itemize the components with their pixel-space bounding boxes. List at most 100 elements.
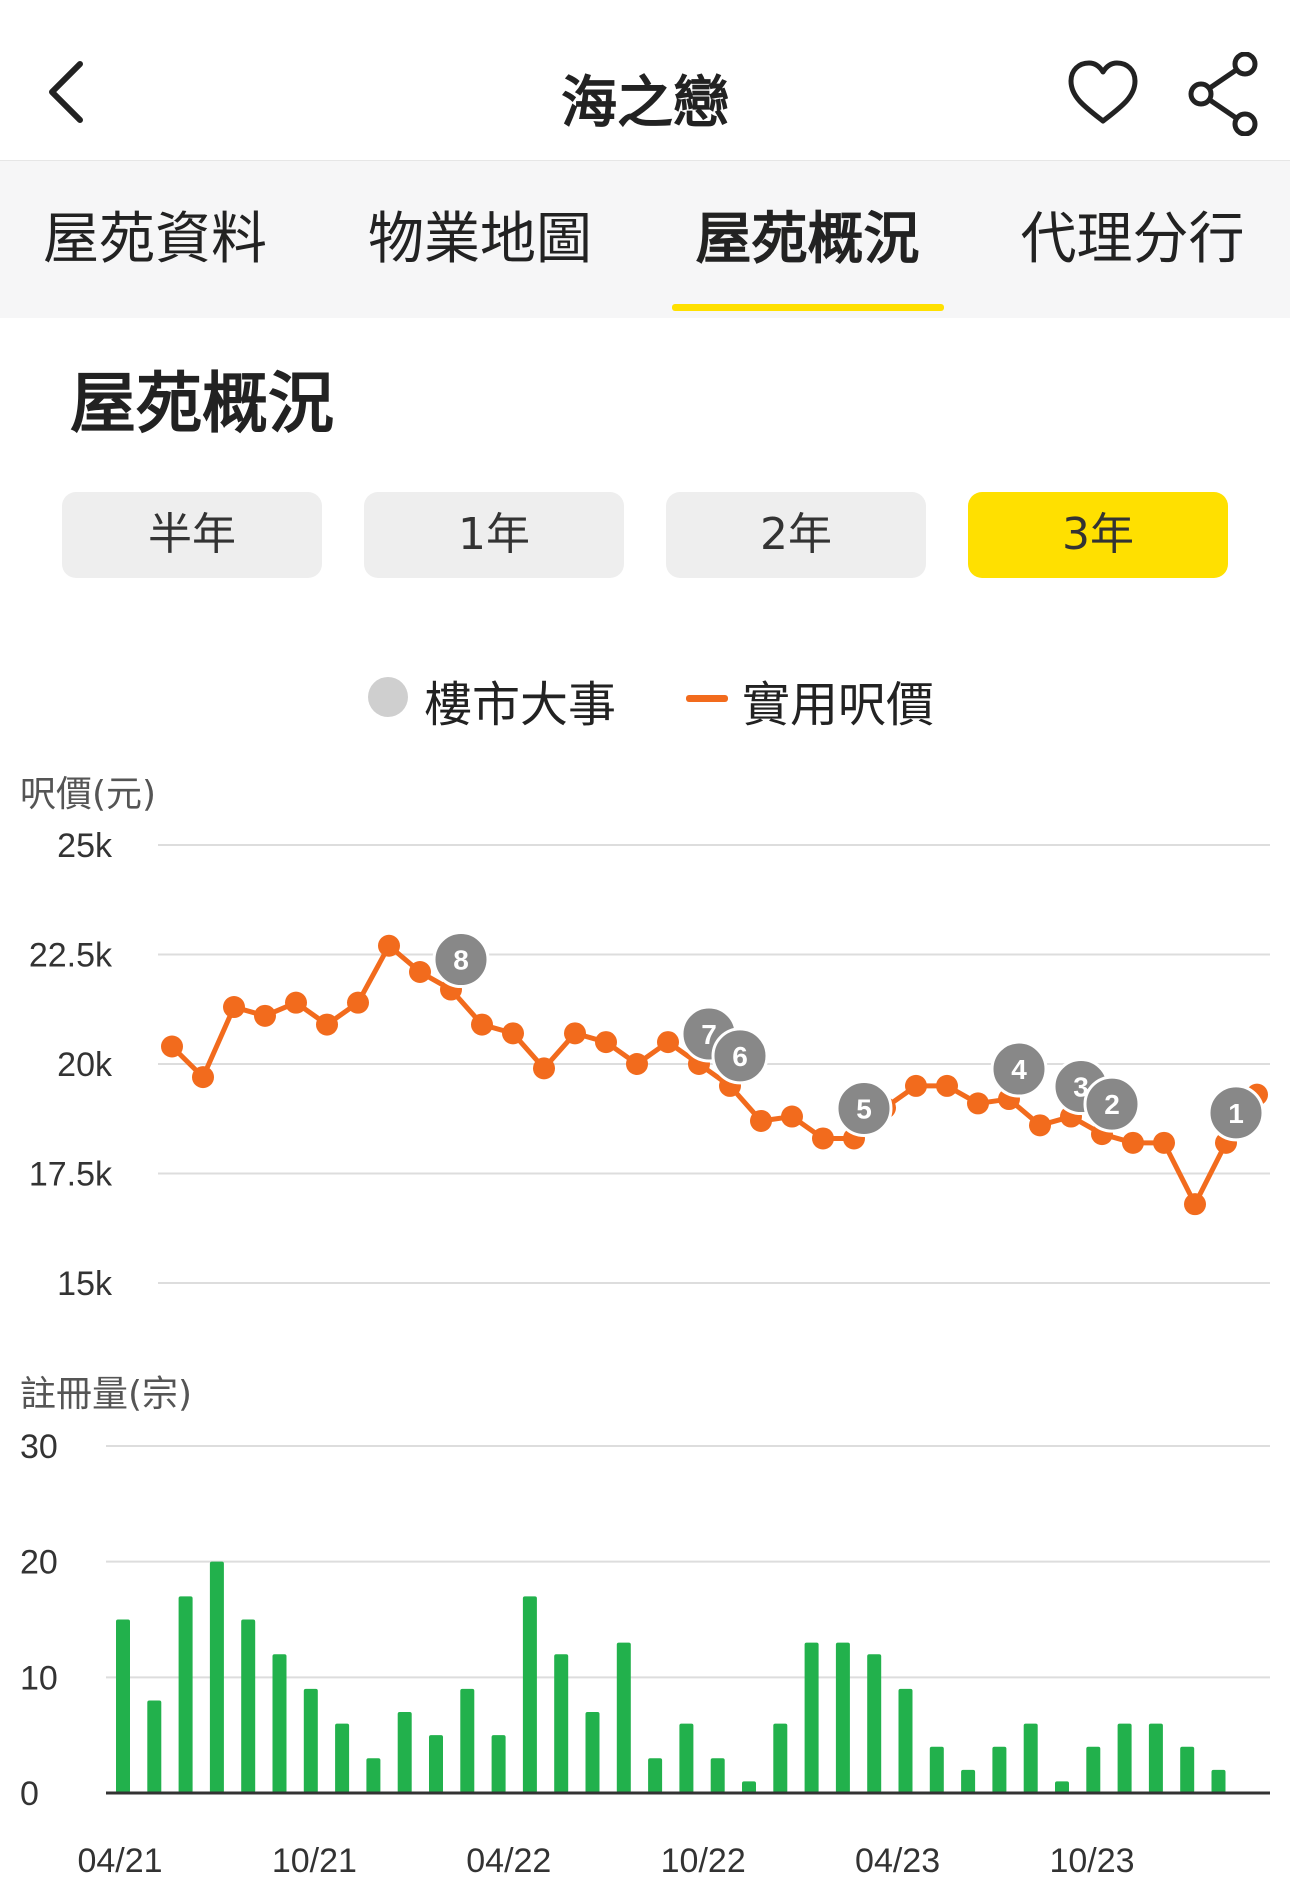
volume-bar: [554, 1654, 569, 1793]
volume-bar: [335, 1723, 350, 1793]
volume-bar: [679, 1723, 694, 1793]
price-point: [812, 1127, 834, 1150]
price-point: [626, 1053, 648, 1075]
x-axis-tick-label: 10/22: [661, 1842, 746, 1880]
price-y-tick-label: 15k: [57, 1265, 113, 1303]
volume-bar: [710, 1758, 725, 1793]
range-1-year-button[interactable]: 1年: [364, 492, 624, 578]
price-point: [502, 1022, 524, 1045]
volume-bar: [648, 1758, 663, 1793]
volume-bar: [303, 1688, 318, 1793]
legend-price[interactable]: 實用呎價: [686, 665, 946, 733]
volume-bar: [742, 1781, 756, 1793]
range-half-year-button[interactable]: 半年: [62, 492, 322, 578]
event-marker-label: 5: [856, 1093, 872, 1124]
price-point: [285, 991, 307, 1014]
x-axis-tick-label: 04/23: [855, 1842, 940, 1880]
heart-icon: [1068, 60, 1138, 124]
share-button[interactable]: [1185, 51, 1261, 137]
price-y-tick-label: 22.5k: [29, 937, 113, 975]
event-marker-label: 7: [701, 1019, 717, 1050]
volume-bar: [460, 1688, 475, 1793]
price-point: [1153, 1131, 1175, 1154]
volume-bar: [804, 1642, 819, 1793]
legend-events-label: 樓市大事: [424, 677, 617, 733]
volume-bar: [898, 1688, 913, 1793]
x-axis-tick-label: 04/21: [77, 1842, 162, 1880]
tab-bar: 屋苑資料 物業地圖 屋苑概況 代理分行: [0, 161, 1290, 318]
tab-agency-branches[interactable]: 代理分行: [1020, 207, 1245, 272]
volume-bar: [1180, 1746, 1195, 1793]
volume-bar: [366, 1758, 381, 1793]
back-button[interactable]: [36, 52, 96, 132]
price-point: [1029, 1114, 1051, 1137]
volume-bar: [1148, 1723, 1163, 1793]
event-marker-label: 1: [1228, 1098, 1244, 1129]
price-y-tick-label: 25k: [57, 827, 113, 865]
price-point: [750, 1109, 772, 1132]
event-marker-label: 8: [453, 945, 469, 976]
tab-estate-overview[interactable]: 屋苑概況: [695, 207, 920, 272]
volume-bar: [1023, 1723, 1038, 1793]
price-point: [905, 1074, 927, 1097]
price-point: [254, 1004, 276, 1027]
price-point: [1122, 1131, 1144, 1154]
price-y-tick-label: 17.5k: [29, 1156, 113, 1194]
range-2-year-button[interactable]: 2年: [666, 492, 926, 578]
volume-bar: [867, 1654, 882, 1793]
event-marker-label: 6: [732, 1041, 748, 1072]
legend-price-line-icon: [686, 695, 728, 702]
top-bar: 海之戀: [0, 0, 1290, 161]
section-title: 屋苑概況: [70, 365, 334, 442]
tab-property-map[interactable]: 物業地圖: [368, 207, 592, 272]
range-3-year-button[interactable]: 3年: [968, 492, 1228, 578]
volume-bar: [1086, 1746, 1101, 1793]
volume-bar: [116, 1619, 130, 1793]
price-axis-title: 呎價(元): [20, 774, 157, 815]
price-point: [316, 1013, 338, 1036]
page-title: 海之戀: [561, 71, 729, 136]
volume-bar: [773, 1723, 788, 1793]
tab-estate-info[interactable]: 屋苑資料: [43, 207, 267, 272]
event-marker: [1207, 1084, 1265, 1142]
price-point: [161, 1035, 183, 1058]
volume-bar: [1117, 1723, 1132, 1793]
price-point: [409, 961, 431, 984]
volume-bar: [491, 1735, 506, 1793]
price-y-tick-label: 20k: [57, 1046, 113, 1084]
event-marker: [990, 1040, 1048, 1098]
volume-y-tick-label: 30: [20, 1428, 58, 1466]
event-marker-label: 4: [1011, 1054, 1027, 1085]
volume-bar: [522, 1596, 537, 1793]
active-tab-indicator: [672, 304, 944, 311]
price-point: [1184, 1193, 1206, 1216]
price-point: [471, 1013, 493, 1036]
legend-price-label: 實用呎價: [742, 677, 935, 733]
price-point: [378, 934, 400, 957]
event-marker: [432, 931, 490, 989]
x-axis-tick-label: 04/22: [466, 1842, 551, 1880]
price-point: [781, 1105, 803, 1128]
event-marker: [711, 1027, 769, 1085]
price-point: [533, 1057, 555, 1080]
price-point: [564, 1022, 586, 1045]
volume-bar: [272, 1654, 287, 1793]
volume-bar: [1055, 1781, 1069, 1793]
favorite-button[interactable]: [1065, 55, 1141, 131]
event-marker-label: 2: [1104, 1089, 1120, 1120]
price-point: [657, 1031, 679, 1054]
price-point: [192, 1066, 214, 1089]
x-axis-tick-label: 10/21: [272, 1842, 357, 1880]
volume-y-tick-label: 10: [20, 1659, 58, 1697]
legend-events[interactable]: 樓市大事: [368, 665, 628, 733]
price-point: [595, 1031, 617, 1054]
price-point: [223, 996, 245, 1019]
legend-events-dot-icon: [368, 677, 408, 717]
volume-bar: [585, 1712, 600, 1793]
volume-y-tick-label: 20: [20, 1544, 58, 1582]
price-point: [347, 991, 369, 1014]
volume-bar: [241, 1619, 256, 1793]
volume-bar: [178, 1596, 193, 1793]
chevron-left-icon: [49, 61, 83, 123]
